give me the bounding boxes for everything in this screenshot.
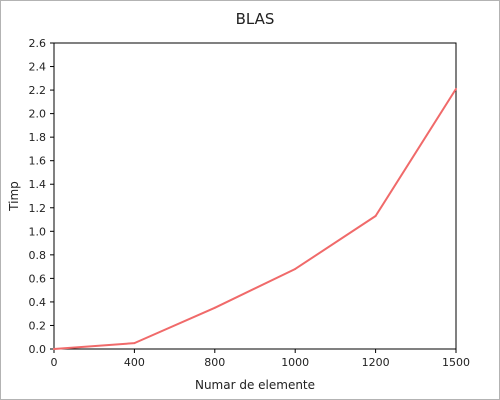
y-tick-label: 1.8 [29,131,47,144]
y-tick-label: 0.4 [29,296,47,309]
y-tick-label: 2.4 [29,61,47,74]
y-tick-label: 1.4 [29,178,47,191]
y-tick-label: 2.6 [29,37,47,50]
chart-title: BLAS [236,10,275,28]
y-tick-label: 1.2 [29,202,47,215]
x-tick-label: 400 [124,356,145,369]
y-tick-label: 0.0 [29,343,47,356]
y-axis: 0.0 0.2 0.4 0.6 0.8 1.0 1.2 1.4 1.6 1.8 2.0 2.2 2.4 2… [29,37,54,356]
x-axis: 0 400 800 1000 1200 1500 [51,349,470,369]
y-tick-label: 1.6 [29,155,47,168]
x-tick-label: 0 [51,356,58,369]
y-tick-label: 2.0 [29,108,47,121]
y-axis-label: Timp [7,181,21,212]
data-point [294,267,297,270]
y-tick-label: 0.2 [29,319,47,332]
data-point [213,306,216,309]
x-tick-label: 800 [204,356,225,369]
x-tick-label: 1500 [442,356,470,369]
x-tick-label: 1200 [362,356,390,369]
series-layer [53,87,457,350]
y-tick-label: 0.6 [29,272,47,285]
data-point [133,342,136,345]
data-point [455,87,457,90]
data-point [374,215,377,218]
y-tick-label: 1.0 [29,225,47,238]
data-point [53,348,55,350]
x-axis-label: Numar de elemente [195,378,315,392]
y-tick-label: 2.2 [29,84,47,97]
series-line-0 [53,88,457,350]
x-tick-label: 1000 [281,356,309,369]
y-tick-label: 0.8 [29,249,47,262]
plot-area [53,42,457,350]
